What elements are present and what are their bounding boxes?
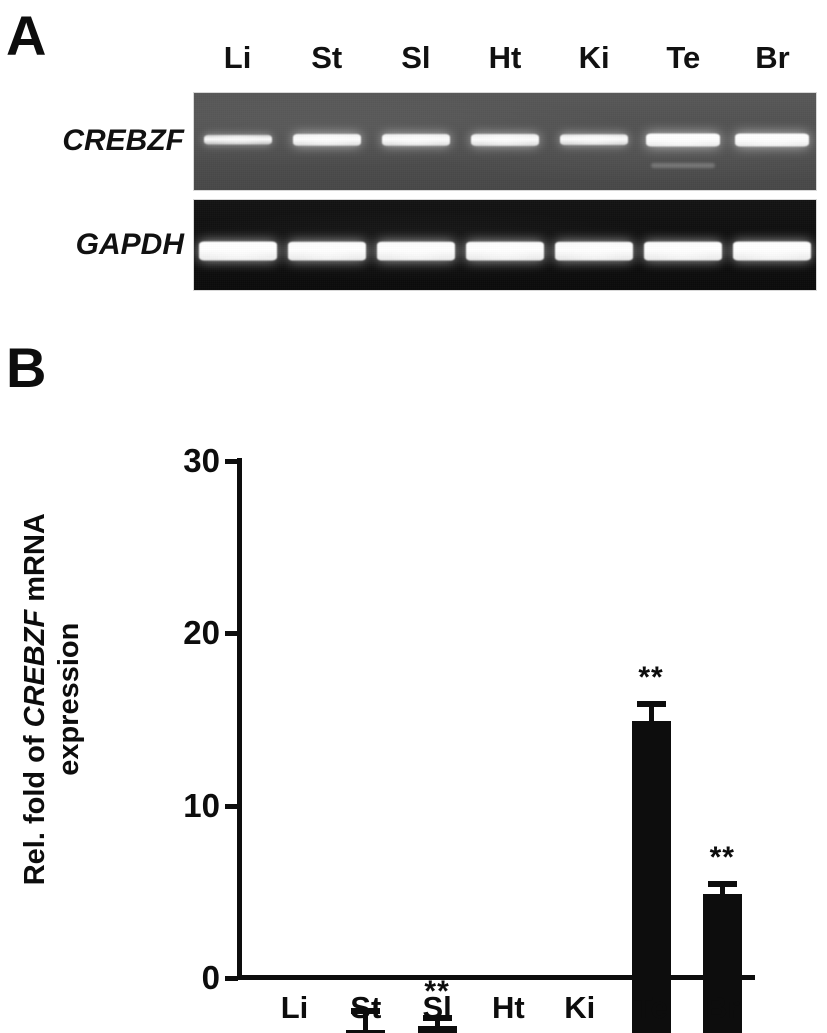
gel-band (734, 133, 809, 147)
gel-band (199, 241, 278, 261)
bar-group[interactable] (489, 592, 528, 1033)
gel-lane (283, 200, 372, 290)
gel-lane (372, 200, 461, 290)
x-tick-label: Te (634, 990, 668, 1025)
error-bar-stem (434, 1021, 440, 1027)
gel-lane-label: Ht (488, 40, 522, 75)
error-bar-cap (707, 880, 737, 887)
gel-lane-group-gapdh (194, 200, 816, 290)
bar[interactable] (702, 893, 742, 1033)
bar-group[interactable]: ** (702, 592, 742, 1033)
x-tick-label: Sl (422, 990, 452, 1025)
gel-band (204, 134, 273, 145)
x-tick-label: St (350, 990, 382, 1025)
gel-band (377, 241, 456, 261)
bar-chart: Rel. fold of CREBZF mRNA expression 0 10 2… (0, 330, 827, 1033)
y-tick-mark (225, 459, 238, 464)
gel-lane (549, 200, 638, 290)
gel-lane-label: St (311, 40, 343, 75)
y-axis-title-text-a: Rel. fold of (18, 727, 51, 886)
y-tick-mark (225, 631, 238, 637)
gel-band (643, 241, 722, 261)
y-tick-label: 10 (183, 786, 220, 824)
bar[interactable] (631, 721, 671, 1033)
gel-lane (727, 93, 816, 190)
gel-row-name-crebzf: CREBZF (62, 124, 184, 157)
bar-group[interactable] (560, 592, 599, 1033)
gel-band (554, 241, 633, 261)
gel-lane-group-crebzf (194, 93, 816, 190)
plot-area: ** ** ** (240, 461, 756, 1033)
gel-lane (194, 200, 283, 290)
gel-band (466, 241, 544, 261)
y-tick-label: 20 (183, 614, 220, 652)
gel-lane-label: Te (666, 40, 701, 75)
x-tick-label-group: Li St Sl Ht Ki Te Br (240, 992, 756, 1033)
y-tick-mark (225, 976, 238, 981)
gel-lane (194, 93, 283, 190)
gel-lane (727, 200, 816, 290)
gel-band (645, 133, 720, 147)
error-bar-cap (636, 701, 666, 708)
significance-marker: ** (638, 661, 664, 695)
gel-lane-label: Ki (578, 40, 610, 75)
gel-lane (461, 200, 550, 290)
gel-panel-crebzf (193, 92, 817, 191)
y-tick-label: 0 (201, 959, 220, 996)
x-axis-line (237, 975, 755, 980)
error-bar-stem (648, 707, 654, 722)
error-bar-stem (719, 886, 725, 894)
gel-panel-gapdh (193, 199, 817, 291)
gel-band (382, 133, 451, 146)
error-bar-stem (363, 1014, 369, 1030)
bar-group[interactable] (275, 592, 314, 1033)
significance-marker: ** (709, 840, 735, 874)
gel-band (471, 133, 539, 146)
gel-lane (372, 93, 461, 190)
gel-lane (638, 93, 727, 190)
y-tick-label: 30 (183, 442, 220, 479)
gel-lane (283, 93, 372, 190)
y-axis-title-gene: CREBZF (18, 609, 51, 728)
bar[interactable] (417, 1026, 457, 1033)
gel-lane-label: Sl (401, 40, 431, 75)
x-tick-label: Ki (564, 990, 596, 1025)
gel-band (732, 241, 811, 261)
gel-lane (461, 93, 550, 190)
error-bar-cap (422, 1015, 452, 1022)
bar-group[interactable] (346, 592, 386, 1033)
panel-b-letter: B (6, 336, 46, 399)
gel-lane-label-row: Li St Sl Ht Ki Te Br (193, 36, 817, 80)
x-tick-label: Br (705, 990, 740, 1025)
bar-group[interactable]: ** (631, 592, 671, 1033)
x-tick-label: Ht (492, 990, 525, 1025)
panel-a-letter: A (6, 4, 46, 67)
y-tick-mark (225, 803, 238, 809)
gel-lane (549, 93, 638, 190)
x-tick-label: Li (280, 990, 309, 1025)
gel-band (293, 133, 362, 146)
gel-row-name-gapdh: GAPDH (75, 228, 184, 261)
y-axis-title: Rel. fold of CREBZF mRNA expression (18, 464, 86, 934)
gel-lane (638, 200, 727, 290)
bar[interactable] (346, 1029, 386, 1033)
error-bar-cap (351, 1008, 381, 1015)
y-axis-title-line1: Rel. fold of CREBZF mRNA (19, 513, 51, 885)
bar-group[interactable]: ** (417, 592, 457, 1033)
gel-lane-label: Br (755, 40, 790, 75)
gel-lane-label: Li (223, 40, 252, 75)
significance-marker: ** (424, 975, 450, 1009)
gel-band-smear (650, 162, 715, 168)
y-axis-title-text-b: mRNA (18, 513, 51, 610)
gel-band (288, 241, 367, 261)
y-axis-title-line2: expression (53, 622, 85, 776)
y-tick-label-group: 0 10 20 30 (140, 330, 220, 994)
y-axis-line (237, 458, 242, 979)
gel-band (559, 133, 628, 146)
